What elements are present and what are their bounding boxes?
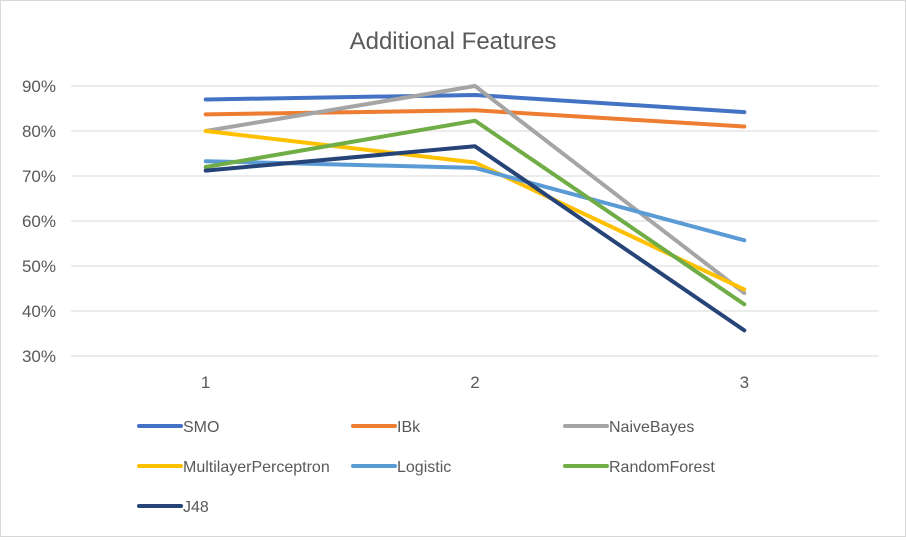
y-axis-tick-labels: 30% 40% 50% 60% 70% 80% 90% bbox=[22, 77, 56, 366]
series-lines bbox=[203, 84, 747, 333]
y-tick-label: 90% bbox=[22, 77, 56, 96]
series-line-smo bbox=[203, 93, 747, 115]
legend-label-smo: SMO bbox=[183, 419, 219, 436]
series-line-randomforest bbox=[203, 118, 747, 307]
legend: SMO IBk NaiveBayes MultilayerPerceptron Logi… bbox=[137, 419, 715, 516]
y-tick-label: 60% bbox=[22, 212, 56, 231]
legend-label-ibk: IBk bbox=[397, 419, 421, 436]
legend-label-naivebayes: NaiveBayes bbox=[609, 419, 694, 436]
y-tick-label: 80% bbox=[22, 122, 56, 141]
y-tick-label: 70% bbox=[22, 167, 56, 186]
legend-label-randomforest: RandomForest bbox=[609, 459, 715, 476]
series-line-j48 bbox=[203, 144, 747, 333]
gridlines bbox=[71, 85, 879, 357]
x-tick-label: 3 bbox=[740, 373, 749, 392]
x-axis-tick-labels: 1 2 3 bbox=[201, 373, 749, 392]
series-line-naivebayes bbox=[203, 84, 747, 295]
chart-title: Additional Features bbox=[350, 28, 557, 55]
y-tick-label: 50% bbox=[22, 257, 56, 276]
series-line-ibk bbox=[203, 108, 747, 129]
y-tick-label: 30% bbox=[22, 347, 56, 366]
x-tick-label: 2 bbox=[470, 373, 479, 392]
series-line-multilayerperceptron bbox=[203, 129, 747, 292]
legend-label-multilayerperceptron: MultilayerPerceptron bbox=[183, 459, 330, 476]
legend-label-j48: J48 bbox=[183, 499, 209, 516]
y-tick-label: 40% bbox=[22, 302, 56, 321]
legend-label-logistic: Logistic bbox=[397, 459, 451, 476]
x-tick-label: 1 bbox=[201, 373, 210, 392]
